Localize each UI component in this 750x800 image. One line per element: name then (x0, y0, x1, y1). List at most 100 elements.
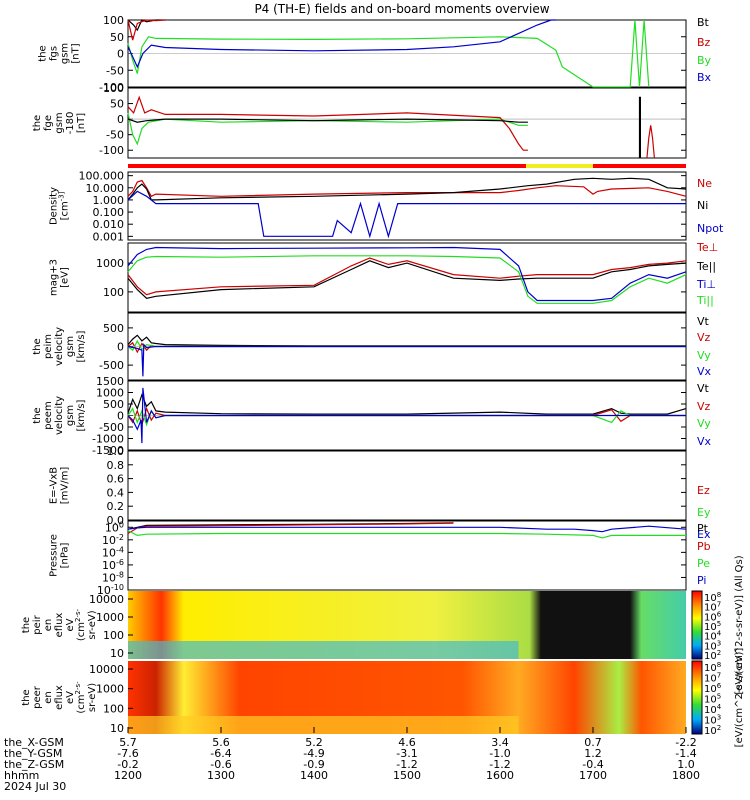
y-axis-label: [km/s] (76, 399, 87, 431)
panel-frame (127, 171, 687, 241)
y-axis-label: en (43, 691, 54, 704)
legend-entry: Te⊥ (696, 241, 718, 254)
colorbar-scale (691, 660, 703, 735)
series-line-Ni (127, 177, 687, 201)
y-axis-label: peem (43, 401, 54, 429)
legend-entry: Bx (697, 71, 712, 84)
x-axis-value: 4.6 (398, 736, 416, 749)
series-line-By (127, 19, 650, 88)
y-axis-label: eV (65, 618, 76, 631)
x-axis-value: 1500 (393, 769, 421, 782)
colorbar-tick-label: 103 (704, 639, 721, 652)
y-tick-label: 10-4 (102, 545, 124, 559)
panel-fge: 100 50 0 -50 -100 the fge gsm -180 [nT] (32, 82, 687, 159)
y-axis-label: sr-eV) (87, 683, 98, 712)
y-tick-label: 0 (117, 48, 124, 61)
x-axis-value: 1400 (300, 769, 328, 782)
series-line-Npot (127, 190, 686, 239)
x-axis-value: 5.6 (212, 736, 230, 749)
colorbar-tick-label: 105 (704, 620, 721, 633)
x-axis-value: -1.4 (675, 747, 696, 760)
colorbar-tick-label: 104 (704, 703, 722, 716)
y-axis-label: [nT] (71, 43, 82, 63)
y-tick-label: 0 (117, 341, 124, 354)
x-axis-row-label: 2024 Jul 30 (4, 780, 66, 793)
y-axis-label: E=-VxB (49, 467, 60, 504)
y-tick-label: 100.000 (79, 170, 125, 183)
y-tick-label: 0.6 (107, 473, 125, 486)
legend-entry: Vx (697, 435, 712, 448)
y-tick-label: 100 (103, 629, 124, 642)
colorbar-scale (691, 590, 703, 660)
y-tick-label: -500 (99, 359, 124, 372)
y-tick-label: -50 (106, 129, 124, 142)
legend-entry: Vz (697, 400, 711, 413)
y-tick-label: 500 (103, 398, 124, 411)
y-tick-label: 0.8 (107, 459, 125, 472)
legend-entry: Ex (697, 528, 711, 541)
panel-mode_bar (128, 164, 686, 168)
colorbar-tick-label: 108 (704, 661, 721, 674)
x-axis-row-label: hhmm (4, 769, 39, 782)
y-tick-label: 0.001 (93, 230, 125, 243)
series-line-Vt (127, 393, 687, 415)
x-axis-value: 1300 (207, 769, 235, 782)
panel-frame (127, 450, 687, 521)
y-axis-label: peir (32, 614, 43, 634)
y-tick-label: 1000 (96, 387, 124, 400)
colorbar-tick-label: 106 (704, 610, 722, 623)
y-tick-label: 1.0 (107, 445, 125, 458)
series-line-Ti⊥ (127, 246, 687, 302)
plot-title: P4 (TH-E) fields and on-board moments ov… (254, 2, 549, 16)
y-axis-label: [eV] (60, 267, 71, 288)
panel-frame (127, 242, 687, 313)
y-tick-label: 50 (110, 31, 124, 44)
colorbar-title: [eV/(cm^2-s-sr-eV)] (All Qs) (734, 555, 745, 694)
x-axis-value: -0.9 (303, 758, 324, 771)
y-tick-label: -1500 (92, 444, 124, 457)
y-tick-label: 100 (105, 520, 124, 534)
legend-entry: Vy (697, 349, 711, 362)
x-axis-value: 1.0 (677, 758, 695, 771)
legend-entry: Npot (697, 222, 724, 235)
y-axis-label: the (32, 338, 43, 354)
legend-entry: Vx (697, 365, 712, 378)
panel-frame (127, 87, 687, 159)
x-axis-value: 1200 (114, 769, 142, 782)
y-tick-label: 10000 (89, 663, 124, 676)
legend-entry: Pt (697, 522, 709, 535)
y-tick-label: 0.100 (93, 206, 125, 219)
y-axis-label: (cm2-s- (74, 608, 87, 641)
legend-entry: Bt (697, 16, 710, 29)
x-axis-value: -0.4 (582, 758, 603, 771)
series-line-Ti|| (127, 255, 687, 304)
y-tick-label: -100 (99, 144, 124, 157)
y-axis-label: eflux (54, 613, 65, 638)
y-axis-label: (cm2-s- (74, 681, 87, 714)
series-line-Bz (127, 19, 166, 41)
legend-entry: Ne (697, 177, 712, 190)
legend-entry: Ez (697, 484, 710, 497)
series-line-Bt (127, 19, 166, 32)
x-axis-value: 0.7 (584, 736, 602, 749)
colorbar-tick-label: 107 (704, 601, 721, 614)
y-tick-label: 100 (103, 14, 124, 27)
x-axis-value: -0.6 (210, 758, 231, 771)
legend-entry: Bz (697, 36, 711, 49)
y-tick-label: 0 (117, 410, 124, 423)
y-axis-label: -180 (65, 112, 76, 135)
y-axis-label: en (43, 619, 54, 632)
panel-frame (127, 520, 687, 591)
series-line-Te|| (127, 260, 687, 299)
legend-entry: Pi (697, 574, 706, 587)
series-line-Vt (127, 334, 686, 347)
colorbar-tick-label: 102 (704, 649, 721, 662)
y-axis-label: eflux (54, 685, 65, 710)
y-axis-label: Density (49, 187, 60, 225)
